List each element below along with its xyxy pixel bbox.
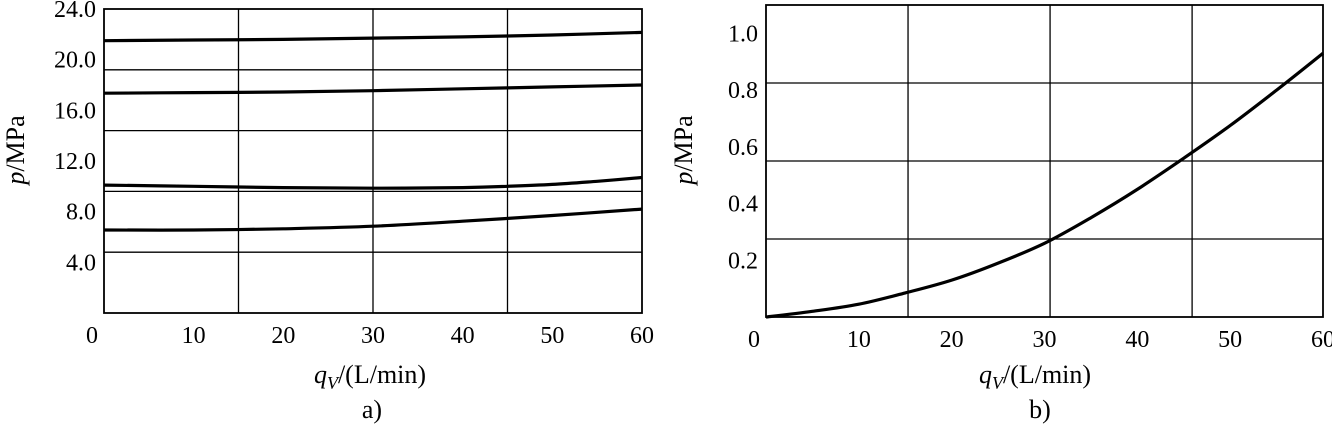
x-tick-label: 40 bbox=[1125, 327, 1149, 353]
curves-a bbox=[103, 30, 643, 232]
x-tick-label: 60 bbox=[1311, 327, 1332, 353]
y-tick-labels-a: 4.0 8.0 12.0 16.0 20.0 24.0 bbox=[54, 0, 96, 276]
series-line-1 bbox=[765, 51, 1325, 319]
x-tick-label: 30 bbox=[361, 323, 385, 349]
gridlines-a bbox=[104, 9, 642, 313]
x-tick-label: 30 bbox=[1033, 327, 1057, 353]
chart-panel-a: 0 10 20 30 40 50 60 4.0 8.0 12.0 16.0 20.0 24.0 qV/… bbox=[1, 0, 654, 424]
y-tick-label: 0.8 bbox=[728, 78, 758, 104]
x-tick-label: 60 bbox=[630, 323, 654, 349]
y-tick-label: 0.6 bbox=[728, 135, 758, 161]
y-tick-label: 0.4 bbox=[728, 192, 758, 218]
gridlines-b bbox=[766, 5, 1323, 317]
y-tick-label: 20.0 bbox=[54, 48, 96, 74]
x-tick-labels-a: 0 10 20 30 40 50 60 bbox=[86, 323, 654, 349]
y-tick-label: 1.0 bbox=[728, 21, 758, 47]
y-tick-label: 12.0 bbox=[54, 149, 96, 175]
x-tick-label: 20 bbox=[271, 323, 295, 349]
x-tick-labels-b: 0 10 20 30 40 50 60 bbox=[748, 327, 1332, 353]
series-line-2 bbox=[103, 83, 643, 95]
panel-caption-b: b) bbox=[1029, 395, 1051, 424]
x-tick-label: 20 bbox=[940, 327, 964, 353]
chart-panel-b: 0 10 20 30 40 50 60 0.2 0.4 0.6 0.8 1.0 qV/(L/min)… bbox=[669, 4, 1332, 424]
x-tick-label: 10 bbox=[847, 327, 871, 353]
panel-caption-a: a) bbox=[362, 395, 382, 424]
x-tick-label: 0 bbox=[748, 327, 760, 353]
y-axis-label-b: p/MPa bbox=[669, 115, 698, 187]
y-tick-label: 24.0 bbox=[54, 0, 96, 23]
x-tick-label: 0 bbox=[86, 323, 98, 349]
y-tick-label: 8.0 bbox=[66, 200, 96, 226]
x-axis-label-a: qV/(L/min) bbox=[314, 360, 426, 393]
series-line-1 bbox=[103, 30, 643, 43]
curves-b bbox=[765, 51, 1325, 319]
x-tick-label: 50 bbox=[1218, 327, 1242, 353]
y-tick-label: 4.0 bbox=[66, 250, 96, 276]
plot-frame-b bbox=[765, 4, 1324, 318]
plot-frame-a bbox=[103, 8, 643, 314]
y-tick-label: 16.0 bbox=[54, 98, 96, 124]
y-axis-label-a: p/MPa bbox=[1, 115, 30, 187]
x-axis-label-b: qV/(L/min) bbox=[979, 360, 1091, 393]
series-line-4 bbox=[103, 207, 643, 232]
series-line-3 bbox=[103, 175, 643, 190]
y-tick-labels-b: 0.2 0.4 0.6 0.8 1.0 bbox=[728, 21, 758, 274]
x-tick-label: 10 bbox=[182, 323, 206, 349]
y-tick-label: 0.2 bbox=[728, 248, 758, 274]
x-tick-label: 50 bbox=[540, 323, 564, 349]
x-tick-label: 40 bbox=[451, 323, 475, 349]
